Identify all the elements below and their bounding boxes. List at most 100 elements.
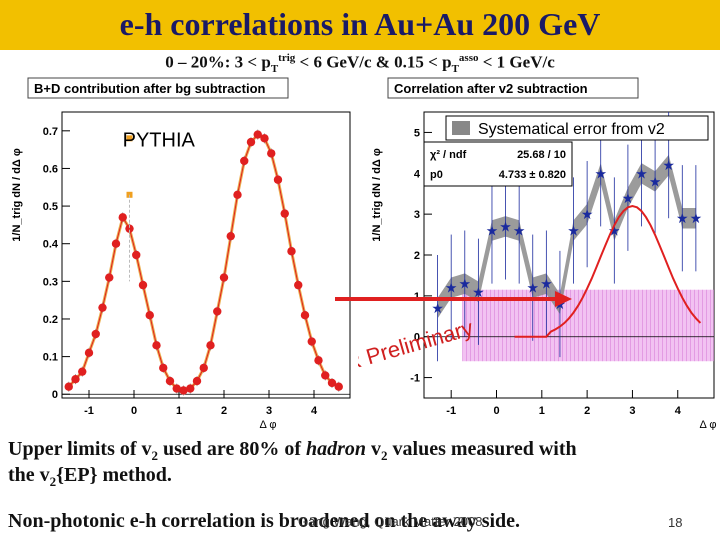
left-x-tick-label: 4: [311, 405, 318, 417]
left-y-tick-label: 0.2: [43, 314, 58, 326]
left-x-tick-label: 1: [176, 405, 182, 417]
left-data-point: [226, 231, 235, 241]
right-data-point: ★: [486, 222, 499, 238]
subtitle-part-b: < 6 GeV/c & 0.15 < p: [295, 52, 452, 72]
chart-left: 0 0.1 0.2 0.3 0.4 0.5 0.6 0.7 -1 0 1 2 3 4 Δ φ 1/N_trig…: [11, 77, 351, 430]
right-data-point: ★: [622, 190, 635, 206]
right-y-tick-label: 3: [414, 209, 420, 221]
left-data-point: [267, 149, 276, 158]
left-x-tick-label: -1: [84, 405, 94, 417]
right-chi2-label: χ² / ndf: [430, 149, 467, 161]
left-data-point: [105, 273, 114, 282]
left-pythia-marker: [126, 135, 133, 142]
left-y-axis-label: 1/N_trig dN / dΔ φ: [11, 148, 23, 242]
right-sys-band: [462, 289, 714, 362]
right-y-tick-label: 0: [414, 332, 420, 344]
left-data-point: [240, 156, 249, 166]
text2-a: the v: [8, 464, 50, 486]
left-y-tick-label: 0.7: [43, 126, 58, 138]
left-data-point: [246, 137, 256, 147]
left-data-point: [219, 273, 229, 282]
left-data-point: [172, 384, 181, 393]
left-data-point: [98, 303, 107, 312]
right-x-tick-label: -1: [446, 405, 456, 417]
right-data-point: ★: [635, 165, 648, 181]
subtitle-sub-a: T: [270, 63, 279, 76]
right-title-box: [387, 77, 639, 99]
left-data-point: [314, 356, 323, 365]
subtitle-sup-a: trig: [278, 52, 296, 64]
right-data-point: ★: [445, 280, 458, 296]
right-p0-label: p0: [430, 169, 443, 181]
right-x-axis-label: Δ φ: [700, 419, 717, 430]
right-data-point: ★: [567, 222, 580, 238]
right-data-point: ★: [649, 173, 662, 189]
left-data-point: [206, 341, 215, 350]
right-data-point: ★: [499, 218, 512, 234]
text-v2-method: the v2{EP} method.: [8, 464, 172, 490]
right-data-point: ★: [594, 165, 607, 181]
left-title-box: [27, 77, 289, 99]
left-data-point: [199, 363, 208, 373]
subtitle-sub-b: T: [451, 63, 459, 76]
left-data-point: [159, 363, 168, 373]
left-data-point: [321, 371, 330, 380]
left-y-tick-label: 0.5: [43, 201, 58, 213]
page-number: 18: [668, 515, 683, 530]
right-chart-title: Correlation after v2 subtraction: [394, 81, 588, 96]
text1-v: v: [366, 438, 382, 460]
left-data-point: [327, 378, 337, 388]
right-p0-value: 4.733 ± 0.820: [499, 169, 566, 181]
slide-title: e-h correlations in Au+Au 200 GeV: [119, 6, 601, 42]
left-y-tick-label: 0: [52, 389, 58, 401]
left-data-point: [233, 190, 242, 199]
subtitle-sup-b: asso: [458, 52, 479, 64]
right-x-tick-label: 3: [629, 405, 635, 417]
left-data-point: [300, 311, 310, 320]
right-data-point: ★: [690, 210, 703, 226]
right-x-tick-label: 0: [493, 405, 499, 417]
left-data-point: [165, 376, 175, 386]
left-plot-frame: [61, 111, 351, 399]
text1-hadron: hadron: [305, 438, 367, 460]
right-data-point: ★: [662, 157, 675, 173]
subtitle-part-c: < 1 GeV/c: [478, 52, 555, 72]
left-data-point: [287, 247, 296, 256]
left-data-point: [280, 209, 289, 218]
text-v2-limits: Upper limits of v2 used are 80% of hadro…: [8, 438, 577, 464]
right-stats-box: [423, 141, 573, 187]
left-x-tick-label: 0: [131, 405, 137, 417]
left-data-point: [294, 280, 303, 290]
left-y-tick-label: 0.6: [43, 163, 58, 175]
left-data-point: [253, 130, 262, 139]
left-pythia-label: PYTHIA: [123, 129, 196, 151]
text1-a: Upper limits of v: [8, 438, 152, 460]
left-data-point: [186, 384, 195, 393]
right-y-tick-label: 1: [414, 291, 420, 303]
right-data-point: ★: [608, 222, 621, 238]
subtitle-part-a: 0 – 20%: 3 < p: [165, 52, 271, 72]
left-data-point: [111, 239, 121, 248]
right-y-tick-label: 4: [414, 168, 421, 180]
right-legend-swatch: [452, 121, 470, 135]
left-chart-title: B+D contribution after bg subtraction: [34, 81, 266, 96]
right-data-point: ★: [554, 296, 567, 312]
left-data-point: [213, 307, 222, 316]
left-data-point: [179, 386, 188, 395]
right-data-point: ★: [459, 276, 472, 292]
right-y-tick-label: 2: [414, 250, 420, 262]
right-data-point: ★: [472, 284, 485, 300]
left-data-point: [78, 367, 87, 376]
right-y-tick-label: -1: [410, 373, 420, 385]
left-data-point: [152, 341, 161, 350]
title-bar: [0, 0, 720, 50]
text-away-side: Non-photonic e-h correlation is broadene…: [8, 510, 521, 532]
right-sys-envelope: [437, 154, 696, 319]
right-data-point: ★: [431, 300, 444, 316]
footer-author: Gang Wang, Quark Matter 2008: [298, 514, 483, 529]
left-data-point: [91, 329, 100, 339]
left-data-point: [64, 382, 73, 391]
text2-sub: 2: [49, 474, 57, 489]
left-y-tick-label: 0.4: [43, 239, 59, 251]
